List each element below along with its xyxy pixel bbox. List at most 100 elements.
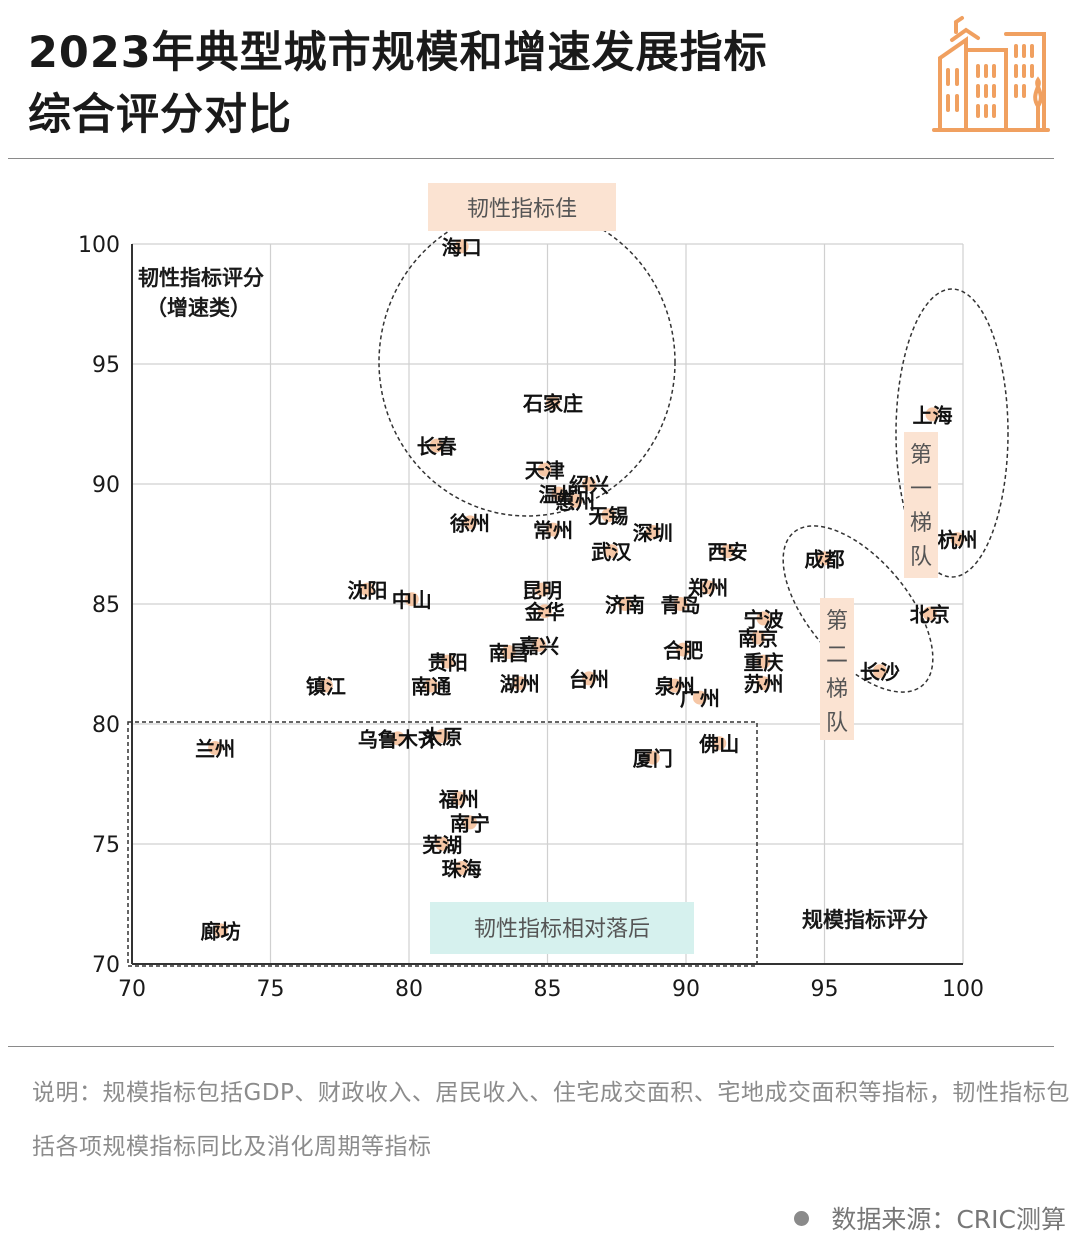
data-point (817, 551, 832, 566)
y-axis-label: 韧性指标评分 (138, 266, 264, 290)
bottom-label: 韧性指标相对落后 (474, 917, 650, 942)
y-axis-label-sub: （增速类） (146, 296, 251, 320)
data-point (454, 239, 469, 254)
data-point (440, 654, 455, 669)
scatter-chart: 海口石家庄长春天津绍兴温州惠州无锡徐州 常州 深圳武汉 西安 成都杭州上海沈阳 中山 昆明郑… (78, 183, 1009, 1002)
data-point (582, 477, 597, 491)
title-line-2: 综合评分对比 (28, 90, 292, 140)
data-point (512, 676, 527, 691)
top-label: 韧性指标佳 (467, 197, 577, 222)
data-point (404, 592, 419, 607)
data-point (673, 597, 688, 611)
data-point (424, 678, 439, 693)
bullet-dot (794, 1210, 810, 1226)
header-divider (8, 158, 1054, 159)
point-label: 合肥 (663, 639, 703, 663)
point-label: 北京 (910, 603, 950, 627)
point-label: 昆明 (522, 579, 562, 603)
point-label: 台州 (569, 667, 609, 691)
tier1-label: 第一梯队 (910, 443, 932, 570)
x-axis-label: 规模指标评分 (802, 908, 928, 932)
point-label: 南京 (738, 627, 778, 651)
point-label: 南通 (411, 675, 451, 699)
data-point (950, 532, 965, 547)
data-point (720, 544, 735, 559)
data-point (501, 645, 516, 659)
data-point (922, 606, 937, 621)
axis-ticks: 70 75 80 85 90 95 100 70 75 80 85 90 95 100 (78, 233, 984, 1002)
data-point (546, 395, 561, 410)
data-point (551, 486, 566, 501)
data-point (451, 791, 466, 806)
page-title: 2023年典型城市规模和增速发展指标 综合评分对比 (28, 22, 768, 146)
point-label: 西安 (708, 540, 748, 564)
y-tick-label: 100 (78, 233, 120, 258)
data-point (701, 580, 716, 595)
point-label: 珠海 (442, 857, 482, 881)
data-point (604, 544, 619, 559)
data-point (582, 671, 597, 686)
point-label: 福州 (438, 787, 479, 811)
tier2-ellipse (782, 525, 934, 693)
point-label: 济南 (605, 593, 645, 617)
point-label: 杭州 (937, 528, 977, 552)
point-label: 绍兴 (569, 473, 609, 497)
point-label: 南宁 (450, 811, 490, 835)
data-points: 海口石家庄长春天津绍兴温州惠州无锡徐州 常州 深圳武汉 西安 成都杭州上海沈阳 中山 昆明郑… (195, 235, 977, 943)
point-label: 厦门 (633, 747, 673, 771)
point-label: 乌鲁木齐 (358, 727, 439, 751)
point-label: 常州 (533, 519, 573, 543)
tier1-ellipse (895, 288, 1009, 578)
data-point (712, 736, 727, 751)
data-point (872, 664, 887, 679)
point-label: 海口 (442, 235, 482, 259)
data-point (618, 597, 633, 611)
data-point (537, 604, 552, 619)
data-point (546, 522, 561, 537)
data-point (756, 654, 771, 669)
data-point (208, 741, 223, 755)
data-point (568, 493, 583, 508)
data-point (676, 642, 691, 657)
tier1-label-box (904, 432, 938, 578)
data-point (601, 508, 616, 523)
footnote: 说明：规模指标包括GDP、财政收入、居民收入、住宅成交面积、宅地成交面积等指标，… (32, 1080, 1070, 1160)
data-point (692, 690, 707, 705)
data-point (537, 462, 552, 477)
point-label: 广州 (680, 687, 720, 711)
data-point (534, 582, 549, 597)
data-point (454, 861, 469, 875)
point-label: 沈阳 (347, 579, 387, 603)
x-tick-label: 85 (534, 977, 562, 1002)
point-label: 南昌 (489, 641, 529, 665)
data-point (390, 731, 405, 746)
y-tick-label: 90 (92, 473, 120, 498)
point-label: 无锡 (588, 504, 628, 528)
data-point (435, 837, 450, 851)
tier2-label: 第二梯队 (826, 609, 848, 736)
point-label: 青岛 (660, 593, 700, 617)
point-label: 镇江 (306, 675, 346, 699)
point-label: 武汉 (591, 540, 632, 564)
y-tick-label: 80 (92, 713, 120, 738)
tier2-label-box (820, 598, 854, 740)
data-point (925, 407, 940, 422)
bottom-label-box (430, 902, 694, 954)
y-tick-label: 75 (92, 833, 120, 858)
point-label: 长春 (417, 435, 458, 459)
point-label: 宁波 (744, 607, 785, 631)
x-tick-label: 80 (395, 977, 423, 1002)
point-label: 芜湖 (422, 833, 462, 857)
point-label: 兰州 (195, 737, 235, 761)
annotation-regions (127, 207, 1009, 967)
point-label: 上海 (913, 403, 953, 427)
data-point (435, 729, 450, 743)
point-label: 重庆 (744, 651, 784, 675)
title-line-1: 2023年典型城市规模和增速发展指标 (28, 28, 768, 78)
point-label: 长沙 (860, 660, 900, 684)
point-label: 金华 (524, 600, 565, 624)
lagging-box (127, 721, 758, 967)
point-label: 太原 (422, 725, 462, 749)
data-point (360, 582, 375, 597)
point-label: 天津 (525, 459, 565, 483)
